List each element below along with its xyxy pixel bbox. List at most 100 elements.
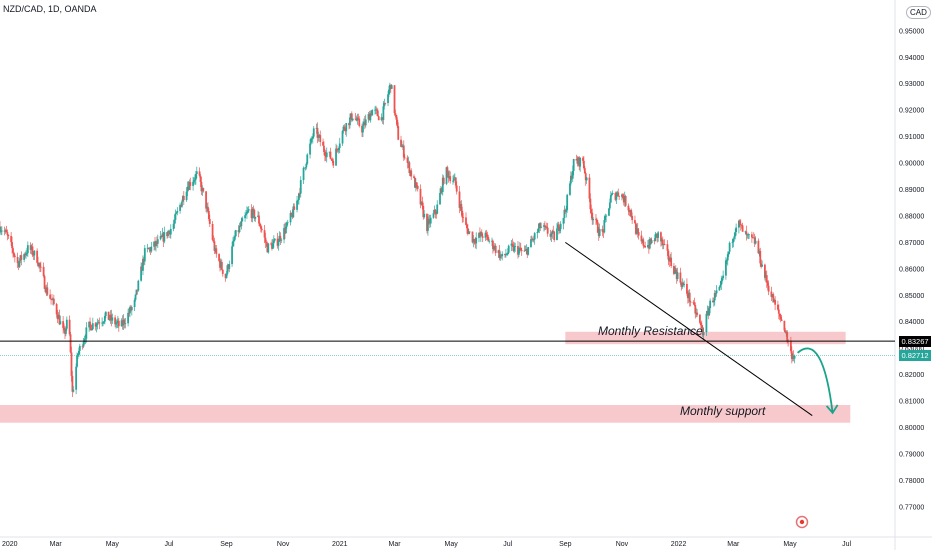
- candle-body: [4, 229, 7, 232]
- y-tick-label: 0.80000: [899, 425, 924, 432]
- candle-body: [401, 145, 404, 147]
- candle-body: [604, 216, 607, 221]
- candle-body: [108, 319, 111, 321]
- candle-body: [174, 213, 177, 221]
- candle-body: [712, 300, 714, 303]
- candle-body: [192, 181, 194, 186]
- candle-body: [648, 238, 651, 249]
- candle-body: [247, 209, 250, 211]
- candle-body: [278, 235, 281, 242]
- candle-body: [584, 173, 587, 181]
- candle-body: [520, 250, 523, 252]
- candle-body: [211, 223, 214, 240]
- candle-body: [751, 237, 754, 239]
- candle-body: [240, 221, 243, 227]
- candle-body: [642, 239, 645, 246]
- candle-body: [725, 260, 727, 276]
- candle-body: [46, 287, 49, 295]
- candle-body: [186, 186, 189, 192]
- candle-body: [231, 246, 233, 265]
- candle-body: [571, 170, 574, 179]
- candle-body: [578, 157, 581, 167]
- candle-body: [407, 162, 410, 164]
- candle-body: [212, 239, 215, 242]
- candle-body: [518, 247, 521, 250]
- candle-body: [409, 170, 412, 174]
- candle-body: [155, 241, 158, 244]
- candle-body: [369, 113, 372, 121]
- candle-body: [336, 149, 339, 151]
- candle-body: [224, 273, 227, 279]
- candle-body: [37, 262, 39, 266]
- candle-body: [786, 331, 789, 341]
- candle-body: [122, 319, 125, 326]
- candle-body: [416, 185, 419, 189]
- candle-body: [511, 243, 514, 245]
- candle-body: [714, 292, 717, 294]
- candle-body: [446, 167, 449, 172]
- candle-body: [622, 197, 625, 203]
- candle-body: [273, 238, 276, 241]
- candle-body: [147, 247, 150, 250]
- y-tick-label: 0.94000: [899, 55, 924, 62]
- candle-body: [566, 194, 569, 211]
- candle-body: [172, 223, 175, 229]
- candle-body: [533, 233, 536, 240]
- x-tick-label: Sep: [220, 541, 233, 548]
- candle-body: [141, 266, 143, 271]
- candle-body: [744, 231, 747, 233]
- candle-body: [767, 285, 770, 292]
- candle-body: [420, 201, 423, 205]
- candle-body: [473, 239, 476, 243]
- candle-body: [597, 232, 600, 236]
- symbol-header[interactable]: NZD/CAD, 1D, OANDA: [3, 4, 97, 14]
- candle-body: [383, 103, 386, 107]
- candle-body: [124, 323, 127, 325]
- candle-body: [51, 299, 53, 301]
- candle-body: [285, 226, 287, 234]
- candle-body: [283, 227, 285, 240]
- candle-body: [410, 170, 413, 177]
- candle-body: [422, 205, 425, 218]
- y-tick-label: 0.95000: [899, 28, 924, 35]
- candle-body: [553, 231, 556, 241]
- candle-body: [583, 168, 586, 174]
- candle-body: [426, 213, 428, 231]
- candle-body: [349, 117, 351, 126]
- candle-body: [245, 213, 247, 216]
- candle-body: [526, 249, 529, 255]
- candle-body: [543, 225, 545, 227]
- candle-body: [277, 241, 280, 246]
- candle-body: [149, 248, 152, 252]
- candle-body: [134, 294, 137, 300]
- candle-body: [241, 218, 244, 222]
- candle-body: [201, 187, 204, 192]
- candle-body: [557, 224, 560, 231]
- x-tick-label: Jul: [503, 541, 512, 548]
- candle-body: [505, 254, 507, 256]
- candle-body: [558, 229, 561, 231]
- candle-body: [414, 177, 416, 188]
- y-tick-label: 0.88000: [899, 213, 924, 220]
- currency-badge[interactable]: CAD: [906, 6, 931, 19]
- candle-body: [128, 312, 130, 314]
- candle-body: [485, 232, 488, 235]
- candle-body: [205, 191, 207, 209]
- candle-body: [695, 312, 698, 314]
- candle-body: [540, 226, 543, 228]
- candle-body: [246, 211, 248, 214]
- candle-body: [155, 241, 157, 247]
- candle-body: [569, 183, 571, 195]
- candle-body: [55, 304, 58, 315]
- candle-body: [97, 322, 100, 324]
- candle-body: [481, 236, 484, 238]
- candle-body: [32, 255, 35, 256]
- candle-body: [194, 179, 196, 181]
- candle-body: [785, 331, 788, 333]
- candle-body: [621, 194, 624, 198]
- candle-body: [471, 231, 474, 243]
- candle-body: [556, 228, 558, 241]
- candle-body: [42, 266, 45, 277]
- candle-body: [10, 236, 13, 243]
